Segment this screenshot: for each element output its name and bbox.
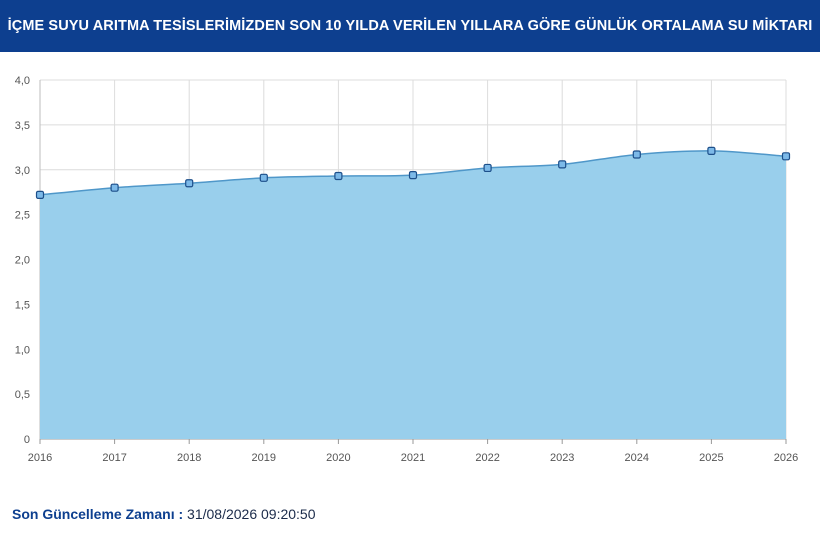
data-point [259, 173, 268, 182]
marker-layer [35, 146, 791, 199]
data-point [334, 171, 343, 181]
y-tick-label: 0,5 [15, 389, 30, 401]
area-chart: 0 0,5 1,0 1,5 2,0 2,5 3,0 3,5 4,0 2016 2017 2018 201… [15, 75, 799, 464]
last-update-value: 31/08/2026 09:20:50 [187, 506, 316, 522]
series-area [40, 150, 786, 439]
x-tick-label: 2025 [699, 452, 723, 464]
y-tick-label: 2,0 [15, 255, 30, 267]
data-point [185, 179, 194, 188]
x-tick-label: 2020 [326, 452, 350, 464]
last-update-label: Son Güncelleme Zamanı : [12, 506, 184, 522]
x-tick-label: 2024 [625, 452, 649, 464]
chart-container: 0 0,5 1,0 1,5 2,0 2,5 3,0 3,5 4,0 2016 2017 2018 201… [0, 60, 820, 470]
x-tick-label: 2017 [102, 452, 126, 464]
data-point [110, 183, 119, 192]
x-tick-label: 2018 [177, 452, 201, 464]
axis-labels: 0 0,5 1,0 1,5 2,0 2,5 3,0 3,5 4,0 2016 2017 2018 201… [15, 75, 799, 464]
data-point [707, 146, 716, 156]
data-point [408, 171, 418, 180]
page-header: İÇME SUYU ARITMA TESİSLERİMİZDEN SON 10 … [0, 0, 820, 52]
x-tick-label: 2021 [401, 452, 425, 464]
data-point [781, 152, 791, 161]
y-tick-label: 2,5 [15, 210, 30, 222]
data-point [632, 150, 641, 159]
y-tick-label: 3,5 [15, 120, 30, 132]
y-tick-label: 1,5 [15, 299, 30, 311]
y-tick-label: 1,0 [15, 344, 30, 356]
page-title: İÇME SUYU ARITMA TESİSLERİMİZDEN SON 10 … [7, 18, 813, 34]
y-tick-label: 4,0 [15, 75, 30, 87]
area-layer [39, 150, 787, 439]
y-tick-label: 0 [24, 434, 30, 446]
y-tick-label: 3,0 [15, 165, 30, 177]
x-tick-label: 2026 [774, 452, 798, 464]
x-tick-label: 2023 [550, 452, 574, 464]
data-point [483, 163, 492, 173]
data-point [558, 160, 567, 169]
x-tick-label: 2016 [28, 452, 52, 464]
data-point [35, 190, 45, 199]
x-tick-label: 2022 [475, 452, 499, 464]
last-update: Son Güncelleme Zamanı : 31/08/2026 09:20… [12, 506, 316, 522]
x-tick-label: 2019 [252, 452, 276, 464]
